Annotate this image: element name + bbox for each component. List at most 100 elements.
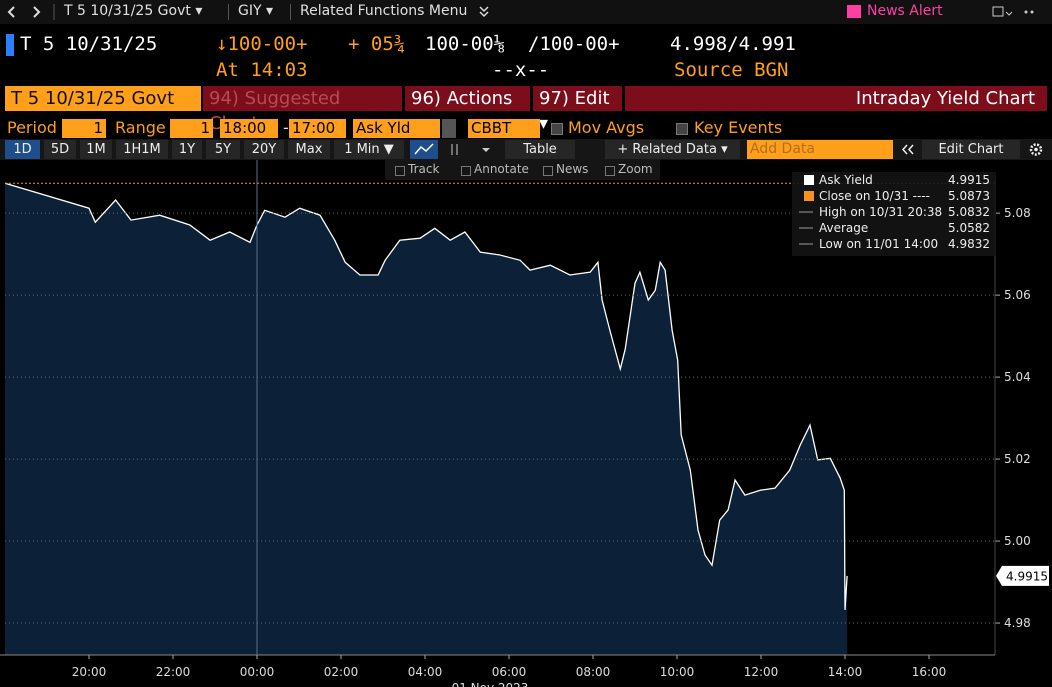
time: At 14:03 — [216, 59, 308, 81]
x-tick-label: 20:00 — [72, 665, 107, 679]
range-button[interactable]: Max — [288, 140, 330, 159]
range-separator: - — [283, 118, 289, 137]
size: --x-- — [492, 59, 550, 81]
yields: 4.998/4.991 — [670, 33, 796, 55]
price: ↓100-00+ — [216, 33, 308, 55]
x-tick-label: 02:00 — [324, 665, 359, 679]
settings-gear[interactable] — [1025, 140, 1047, 159]
y-tick-label: 5.06 — [1004, 288, 1031, 302]
x-tick-label: 12:00 — [744, 665, 779, 679]
interval[interactable]: 1 Min ▼ — [334, 140, 404, 159]
legend-swatch — [804, 191, 814, 201]
table-button[interactable]: Table — [505, 140, 575, 159]
range-button[interactable]: 5D — [44, 140, 76, 159]
range-input[interactable]: 1 — [170, 119, 213, 138]
mov-avgs[interactable]: Mov Avgs — [568, 118, 645, 137]
range-button[interactable]: 1D — [5, 140, 40, 159]
legend-label: Low on 11/01 14:00 — [819, 237, 938, 251]
range-button[interactable]: 1Y — [172, 140, 202, 159]
line — [4, 182, 848, 610]
tool-icon[interactable] — [605, 166, 615, 176]
tool-icon[interactable] — [543, 166, 553, 176]
x-tick-label: 10:00 — [660, 665, 695, 679]
date-label: 01 Nov 2023 — [452, 681, 529, 687]
divider — [228, 4, 229, 20]
security-menu[interactable]: T 5 10/31/25 Govt ▾ — [64, 3, 203, 19]
toolbar — [0, 0, 1052, 24]
marker — [6, 34, 14, 56]
security-tab[interactable]: T 5 10/31/25 Govt — [5, 86, 201, 111]
range-button[interactable]: 1H1M — [116, 140, 168, 159]
range-label: Range — [115, 118, 166, 137]
x-tick-label: 00:00 — [240, 665, 275, 679]
legend-label: Average — [819, 221, 868, 235]
legend-value: 5.0582 — [948, 221, 990, 235]
tool[interactable]: Zoom — [618, 162, 653, 176]
period-input[interactable]: 1 — [62, 119, 106, 138]
page-title: Intraday Yield Chart — [625, 86, 1047, 111]
legend-value: 5.0832 — [948, 205, 990, 219]
tool[interactable]: News — [556, 162, 589, 176]
legend-value: 4.9915 — [948, 173, 990, 187]
range-button[interactable]: 20Y — [244, 140, 284, 159]
field-input[interactable]: Ask Yld — [353, 119, 440, 138]
ask: /100-00+ — [528, 33, 620, 55]
dropdown[interactable] — [442, 119, 456, 138]
last-value-tag — [996, 565, 1049, 586]
y-tick-label: 4.98 — [1004, 616, 1031, 630]
add-data[interactable]: Add Data — [747, 140, 893, 159]
x-tick-label: 22:00 — [156, 665, 191, 679]
alert-icon — [847, 5, 861, 18]
nav-arrows[interactable] — [0, 0, 60, 24]
related-menu[interactable]: Related Functions Menu — [300, 3, 468, 19]
chevron — [479, 6, 489, 18]
window-icons[interactable] — [990, 4, 1050, 20]
tool[interactable]: Track — [408, 162, 440, 176]
tool[interactable]: Annotate — [474, 162, 529, 176]
range-button[interactable]: 1M — [80, 140, 112, 159]
x-tick-label: 04:00 — [408, 665, 443, 679]
y-tick-label: 5.02 — [1004, 452, 1031, 466]
x-tick-label: 16:00 — [912, 665, 947, 679]
bid: 100-00⅛ — [425, 33, 506, 55]
actions-tab[interactable]: 96) Actions ▾ — [405, 86, 530, 134]
source: Source BGN — [674, 59, 789, 81]
legend-label: Ask Yield — [819, 173, 873, 187]
chart-type-icons[interactable] — [410, 140, 502, 159]
news-alert[interactable]: News Alert — [867, 3, 943, 19]
divider — [290, 4, 291, 20]
function-menu[interactable]: GIY ▾ — [238, 3, 274, 19]
checkbox[interactable] — [676, 123, 688, 135]
legend-label: High on 10/31 20:38 — [819, 205, 942, 219]
end-input[interactable]: 17:00 — [289, 119, 346, 138]
period-label: Period — [7, 118, 57, 137]
edit-tab[interactable]: 97) Edit ▾ — [533, 86, 622, 134]
key-events[interactable]: Key Events — [694, 118, 783, 137]
ticker: T 5 10/31/25 — [20, 33, 158, 55]
chart-tools — [385, 160, 660, 180]
legend-box — [792, 172, 996, 256]
legend-label: Close on 10/31 ---- — [819, 189, 930, 203]
legend-value: 4.9832 — [948, 237, 990, 251]
collapse[interactable] — [898, 140, 918, 159]
related-data[interactable]: + Related Data ▾ — [605, 140, 740, 159]
change: + 05¾ — [348, 33, 406, 55]
tool-icon[interactable] — [461, 166, 471, 176]
source-input[interactable]: CBBT — [468, 119, 540, 138]
x-tick-label: 06:00 — [492, 665, 527, 679]
chart: 4.98 5.00 5.02 5.04 5.06 5.08 20:00 22:00 00:00 0… — [0, 160, 1049, 687]
x-tick-label: 14:00 — [828, 665, 863, 679]
y-tick-label: 5.04 — [1004, 370, 1031, 384]
legend-swatch — [804, 175, 814, 185]
tool-icon[interactable] — [395, 166, 405, 176]
suggested-tab[interactable]: 94) Suggested Charts — [203, 86, 402, 134]
area — [5, 183, 848, 655]
range-button[interactable]: 5Y — [206, 140, 240, 159]
start-input[interactable]: 18:00 — [220, 119, 278, 138]
last-value-label: 4.9915 — [1006, 569, 1048, 583]
checkbox[interactable] — [551, 123, 563, 135]
edit-chart[interactable]: Edit Chart — [922, 140, 1020, 159]
x-tick-label: 08:00 — [576, 665, 611, 679]
y-tick-label: 5.08 — [1004, 206, 1031, 220]
